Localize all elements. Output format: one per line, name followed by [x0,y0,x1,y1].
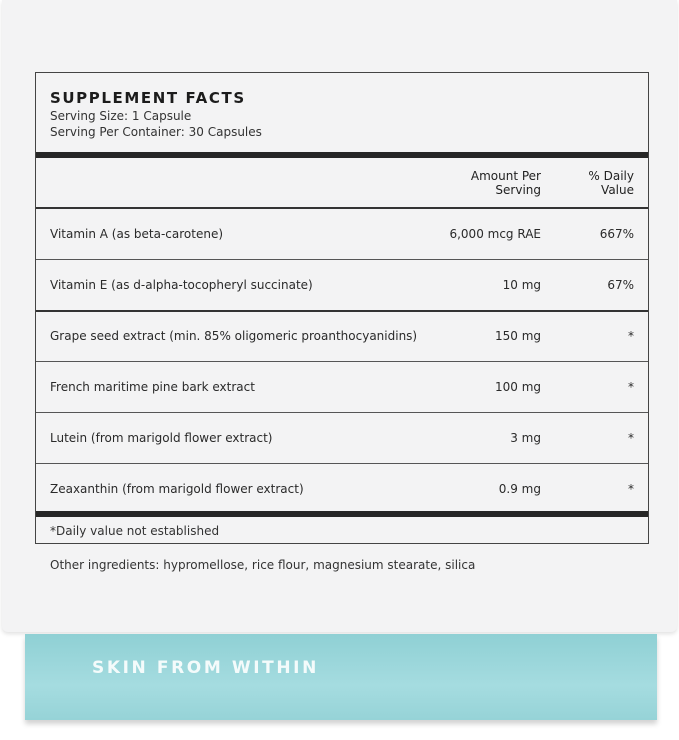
nutrient-name: Zeaxanthin (from marigold flower extract… [50,482,304,496]
divider [36,361,648,362]
serving-size: Serving Size: 1 Capsule [50,109,192,123]
header-amount-line1: Amount Per [470,169,541,183]
table-row: Vitamin A (as beta-carotene) 6,000 mcg R… [36,209,648,259]
servings-per-container: Serving Per Container: 30 Capsules [50,125,262,139]
supplement-facts-panel: SUPPLEMENT FACTS Serving Size: 1 Capsule… [35,72,649,544]
divider [36,412,648,413]
table-row: Lutein (from marigold flower extract) 3 … [36,413,648,463]
nutrient-dv: 667% [599,227,634,241]
header-dv-line2: Value [601,183,634,197]
teal-band: SKIN FROM WITHIN [25,634,657,720]
header-amount-line2: Serving [495,183,541,197]
nutrient-name: French maritime pine bark extract [50,380,255,394]
nutrient-amount: 0.9 mg [498,482,541,496]
nutrient-amount: 10 mg [502,278,541,292]
nutrient-name: Vitamin E (as d-alpha-tocopheryl succina… [50,278,313,292]
nutrient-dv: * [628,431,634,445]
table-row: French maritime pine bark extract 100 mg… [36,362,648,412]
table-row: Vitamin E (as d-alpha-tocopheryl succina… [36,260,648,310]
nutrient-dv: * [628,482,634,496]
divider [36,207,648,209]
divider-thick [36,152,648,158]
table-row: Grape seed extract (min. 85% oligomeric … [36,311,648,361]
header-daily-value: % Daily Value [588,169,634,197]
header-dv-line1: % Daily [588,169,634,183]
nutrient-name: Grape seed extract (min. 85% oligomeric … [50,329,418,343]
divider [36,463,648,464]
other-ingredients: Other ingredients: hypromellose, rice fl… [50,558,476,572]
nutrient-amount: 6,000 mcg RAE [449,227,541,241]
nutrient-name: Vitamin A (as beta-carotene) [50,227,224,241]
nutrient-dv: * [628,329,634,343]
nutrient-amount: 100 mg [494,380,541,394]
divider [36,259,648,260]
nutrient-name: Lutein (from marigold flower extract) [50,431,273,445]
nutrient-dv: * [628,380,634,394]
package-card: SUPPLEMENT FACTS Serving Size: 1 Capsule… [2,0,677,632]
divider [36,310,648,312]
divider-thick [36,511,648,517]
nutrient-amount: 3 mg [510,431,541,445]
footnote: *Daily value not established [50,524,220,538]
nutrient-amount: 150 mg [494,329,541,343]
panel-title: SUPPLEMENT FACTS [50,89,246,107]
nutrient-dv: 67% [607,278,634,292]
tagline: SKIN FROM WITHIN [92,658,319,678]
header-amount: Amount Per Serving [471,169,541,197]
table-row: Zeaxanthin (from marigold flower extract… [36,464,648,514]
